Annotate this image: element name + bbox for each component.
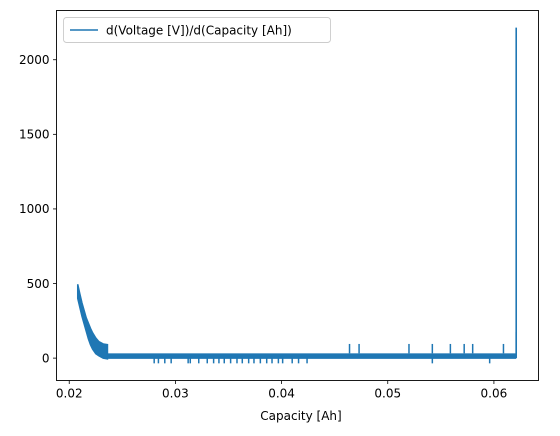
x-tick-label: 0.05 [374,387,401,401]
y-tick-label: 1500 [19,128,50,142]
legend: d(Voltage [V])/d(Capacity [Ah]) [64,18,331,43]
axes-frame [57,11,539,381]
x-tick-label: 0.06 [481,387,508,401]
data-layer [78,28,516,364]
x-axis-label: Capacity [Ah] [260,409,341,423]
y-tick-label: 0 [42,351,50,365]
legend-entry-label: d(Voltage [V])/d(Capacity [Ah]) [106,24,292,38]
x-tick-label: 0.03 [162,387,189,401]
series-dense-band [107,353,516,359]
x-tick-label: 0.04 [268,387,295,401]
y-tick-label: 1000 [19,202,50,216]
y-tick-label: 2000 [19,53,50,67]
x-tick-label: 0.02 [56,387,83,401]
y-tick-label: 500 [27,277,50,291]
series-decay-region [78,284,108,359]
